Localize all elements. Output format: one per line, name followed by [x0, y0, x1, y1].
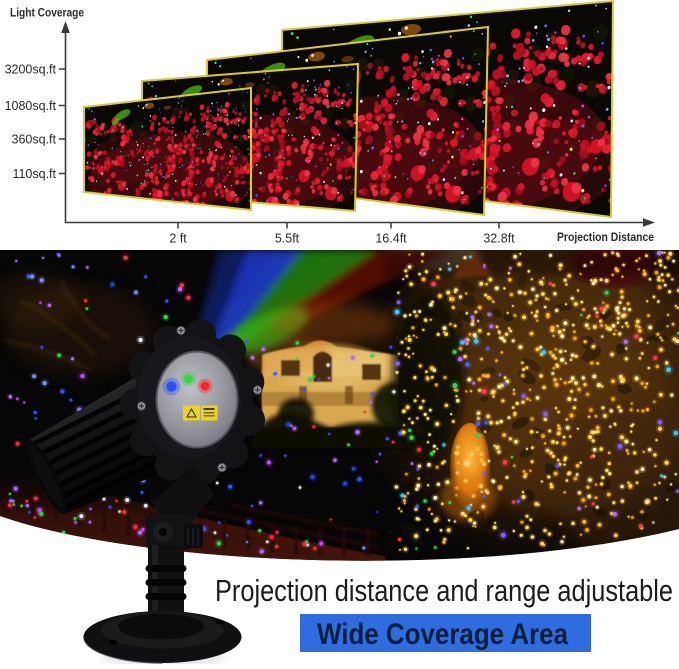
svg-text:110sq.ft: 110sq.ft	[12, 167, 56, 181]
svg-text:2 ft: 2 ft	[169, 232, 187, 246]
svg-text:3200sq.ft: 3200sq.ft	[5, 62, 57, 76]
svg-text:360sq.ft: 360sq.ft	[12, 132, 57, 146]
svg-text:Projection Distance: Projection Distance	[557, 230, 654, 244]
svg-text:5.5ft: 5.5ft	[275, 232, 300, 246]
svg-text:Wide Coverage Area: Wide Coverage Area	[317, 618, 568, 651]
svg-text:Light Coverage: Light Coverage	[10, 6, 84, 20]
svg-text:32.8ft: 32.8ft	[483, 232, 515, 246]
svg-text:16.4ft: 16.4ft	[375, 232, 407, 246]
svg-text:1080sq.ft: 1080sq.ft	[5, 99, 57, 113]
svg-text:Projection distance and range: Projection distance and range adjustable	[215, 573, 673, 608]
